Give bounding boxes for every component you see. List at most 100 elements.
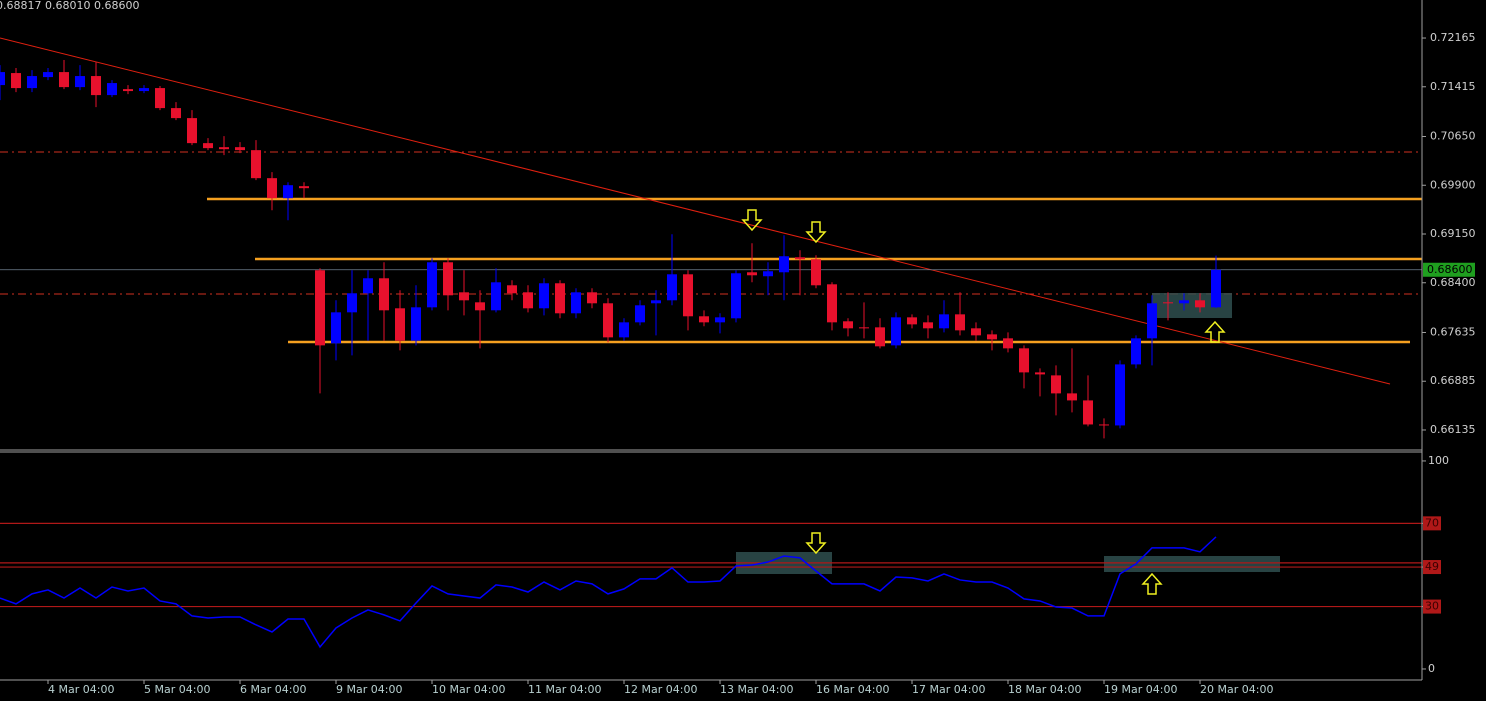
x-tick-label: 13 Mar 04:00 bbox=[720, 683, 793, 696]
highlight-box bbox=[1104, 556, 1280, 572]
candle-body bbox=[747, 272, 757, 276]
candle-body bbox=[939, 314, 949, 329]
y-tick-label: 0.69900 bbox=[1430, 178, 1476, 191]
ohlc-header: 0.68817 0.68010 0.68600 bbox=[0, 0, 139, 12]
candle-body bbox=[283, 185, 293, 199]
candle-body bbox=[795, 257, 805, 260]
candle-body bbox=[1051, 375, 1061, 394]
current-price-box bbox=[1423, 262, 1475, 277]
candle-body bbox=[523, 292, 533, 309]
candle-body bbox=[75, 76, 85, 88]
candle-body bbox=[1147, 303, 1157, 339]
candle-body bbox=[491, 282, 501, 311]
candle-body bbox=[619, 322, 629, 338]
candle-body bbox=[315, 270, 325, 346]
y-tick-label: 0.72165 bbox=[1430, 31, 1476, 44]
y-tick-label: 0.68400 bbox=[1430, 276, 1476, 289]
annotations bbox=[0, 37, 1422, 574]
candle-body bbox=[571, 292, 581, 314]
candle-body bbox=[11, 73, 21, 89]
candle-body bbox=[107, 83, 117, 96]
x-tick-label: 9 Mar 04:00 bbox=[336, 683, 402, 696]
candle-body bbox=[635, 305, 645, 323]
candle-body bbox=[347, 293, 357, 313]
candle-body bbox=[171, 108, 181, 119]
down-arrow bbox=[741, 209, 763, 232]
candle-body bbox=[139, 88, 149, 92]
candle-body bbox=[0, 72, 5, 86]
candle-body bbox=[1019, 348, 1029, 373]
candle-body bbox=[891, 317, 901, 346]
candle-body bbox=[699, 316, 709, 323]
candle-body bbox=[443, 262, 453, 296]
y-tick-label: 30 bbox=[1425, 600, 1439, 613]
candle-body bbox=[459, 292, 469, 301]
candle-body bbox=[539, 283, 549, 309]
candle-body bbox=[363, 278, 373, 294]
candle-body bbox=[395, 308, 405, 341]
x-tick-label: 5 Mar 04:00 bbox=[144, 683, 210, 696]
candle-body bbox=[651, 300, 661, 304]
candle-body bbox=[1067, 393, 1077, 401]
candle-body bbox=[507, 285, 517, 294]
level-label-box bbox=[1423, 516, 1441, 531]
candle-body bbox=[667, 274, 677, 301]
candle-body bbox=[587, 292, 597, 304]
level-label-box bbox=[1423, 599, 1441, 614]
y-tick-label: 0.71415 bbox=[1430, 80, 1476, 93]
candle-body bbox=[299, 186, 309, 189]
candle-body bbox=[987, 334, 997, 340]
rsi-line bbox=[0, 536, 1217, 649]
marks bbox=[0, 60, 1422, 649]
candle-body bbox=[1131, 338, 1141, 365]
candle-body bbox=[811, 259, 821, 286]
y-tick-label: 70 bbox=[1425, 516, 1439, 529]
trend-line bbox=[0, 37, 1391, 385]
y-tick-label: 0.67635 bbox=[1430, 325, 1476, 338]
candle-body bbox=[475, 302, 485, 311]
candle-body bbox=[1099, 424, 1109, 426]
candle-body bbox=[955, 314, 965, 331]
candle-body bbox=[1211, 269, 1221, 308]
candle-body bbox=[843, 321, 853, 329]
x-tick-label: 18 Mar 04:00 bbox=[1008, 683, 1081, 696]
candle-body bbox=[1115, 364, 1125, 426]
candle-body bbox=[155, 88, 165, 109]
y-tick-label: 100 bbox=[1428, 454, 1449, 467]
candle-body bbox=[267, 178, 277, 199]
x-tick-label: 11 Mar 04:00 bbox=[528, 683, 601, 696]
candle-body bbox=[379, 278, 389, 311]
x-tick-label: 17 Mar 04:00 bbox=[912, 683, 985, 696]
candle-body bbox=[779, 256, 789, 273]
up-arrow bbox=[1204, 320, 1226, 343]
y-tick-label: 0.69150 bbox=[1430, 227, 1476, 240]
candle-body bbox=[1003, 338, 1013, 349]
candle-body bbox=[331, 312, 341, 344]
candle-body bbox=[971, 328, 981, 336]
candle-body bbox=[123, 89, 133, 92]
candle-body bbox=[923, 322, 933, 329]
candle-body bbox=[219, 147, 229, 150]
candle-body bbox=[1195, 300, 1205, 308]
down-arrow bbox=[805, 532, 827, 555]
x-tick-label: 10 Mar 04:00 bbox=[432, 683, 505, 696]
x-tick-label: 4 Mar 04:00 bbox=[48, 683, 114, 696]
arrows bbox=[741, 209, 1226, 595]
candle-body bbox=[187, 118, 197, 144]
candle-body bbox=[859, 327, 869, 329]
x-tick-label: 19 Mar 04:00 bbox=[1104, 683, 1177, 696]
candle-body bbox=[603, 303, 613, 338]
candle-body bbox=[875, 327, 885, 347]
y-tick-label: 0.66885 bbox=[1430, 374, 1476, 387]
y-tick-label: 0 bbox=[1428, 662, 1435, 675]
candle-body bbox=[1083, 400, 1093, 425]
x-tick-label: 16 Mar 04:00 bbox=[816, 683, 889, 696]
x-tick-label: 20 Mar 04:00 bbox=[1200, 683, 1273, 696]
candle-body bbox=[427, 262, 437, 308]
candle-body bbox=[411, 307, 421, 341]
x-tick-label: 12 Mar 04:00 bbox=[624, 683, 697, 696]
candle-body bbox=[59, 72, 69, 88]
candle-body bbox=[763, 271, 773, 277]
candle-body bbox=[203, 143, 213, 149]
